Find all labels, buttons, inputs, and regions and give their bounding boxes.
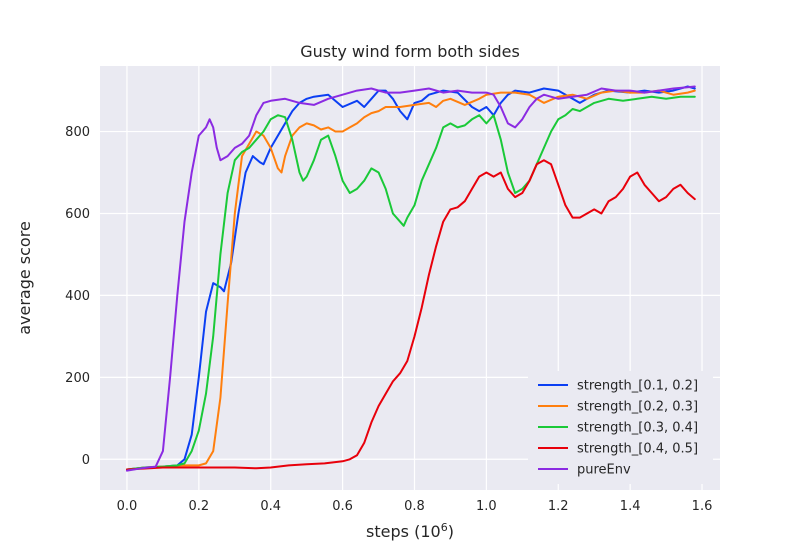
y-axis-ticks: 0 200 400 600 800 [65, 125, 90, 468]
legend-label-0: strength_[0.1, 0.2] [577, 379, 698, 394]
x-tick-label: 0.4 [260, 499, 281, 514]
x-tick-label: 0.0 [117, 499, 138, 514]
series-line-2 [126, 95, 696, 471]
series-line-4 [126, 85, 696, 472]
y-tick-label: 600 [65, 207, 90, 222]
y-tick-label: 400 [65, 289, 90, 304]
series-layer [126, 85, 696, 472]
legend-label-2: strength_[0.3, 0.4] [577, 421, 698, 436]
y-tick-label: 800 [65, 125, 90, 140]
chart-title: Gusty wind form both sides [300, 42, 520, 61]
x-tick-label: 1.2 [548, 499, 569, 514]
legend: strength_[0.1, 0.2] strength_[0.2, 0.3] st… [528, 371, 713, 484]
x-axis-label-base: steps (10 [366, 522, 441, 541]
x-axis-label-close: ) [448, 522, 454, 541]
series-line-3 [126, 159, 696, 471]
legend-label-4: pureEnv [577, 463, 631, 478]
y-axis-label: average score [15, 221, 34, 335]
x-tick-label: 1.6 [692, 499, 713, 514]
legend-label-3: strength_[0.4, 0.5] [577, 442, 698, 457]
y-tick-label: 0 [82, 453, 90, 468]
x-tick-label: 0.6 [332, 499, 353, 514]
series-line-1 [126, 89, 696, 471]
legend-label-1: strength_[0.2, 0.3] [577, 400, 698, 415]
x-axis-label-exponent: 6 [441, 521, 448, 534]
x-tick-label: 1.0 [476, 499, 497, 514]
x-tick-label: 0.8 [404, 499, 425, 514]
x-tick-label: 1.4 [620, 499, 641, 514]
x-axis-label: steps (106) [366, 521, 454, 542]
x-axis-ticks: 0.0 0.2 0.4 0.6 0.8 1.0 1.2 1.4 1.6 [117, 499, 713, 514]
x-tick-label: 0.2 [188, 499, 209, 514]
y-tick-label: 200 [65, 371, 90, 386]
